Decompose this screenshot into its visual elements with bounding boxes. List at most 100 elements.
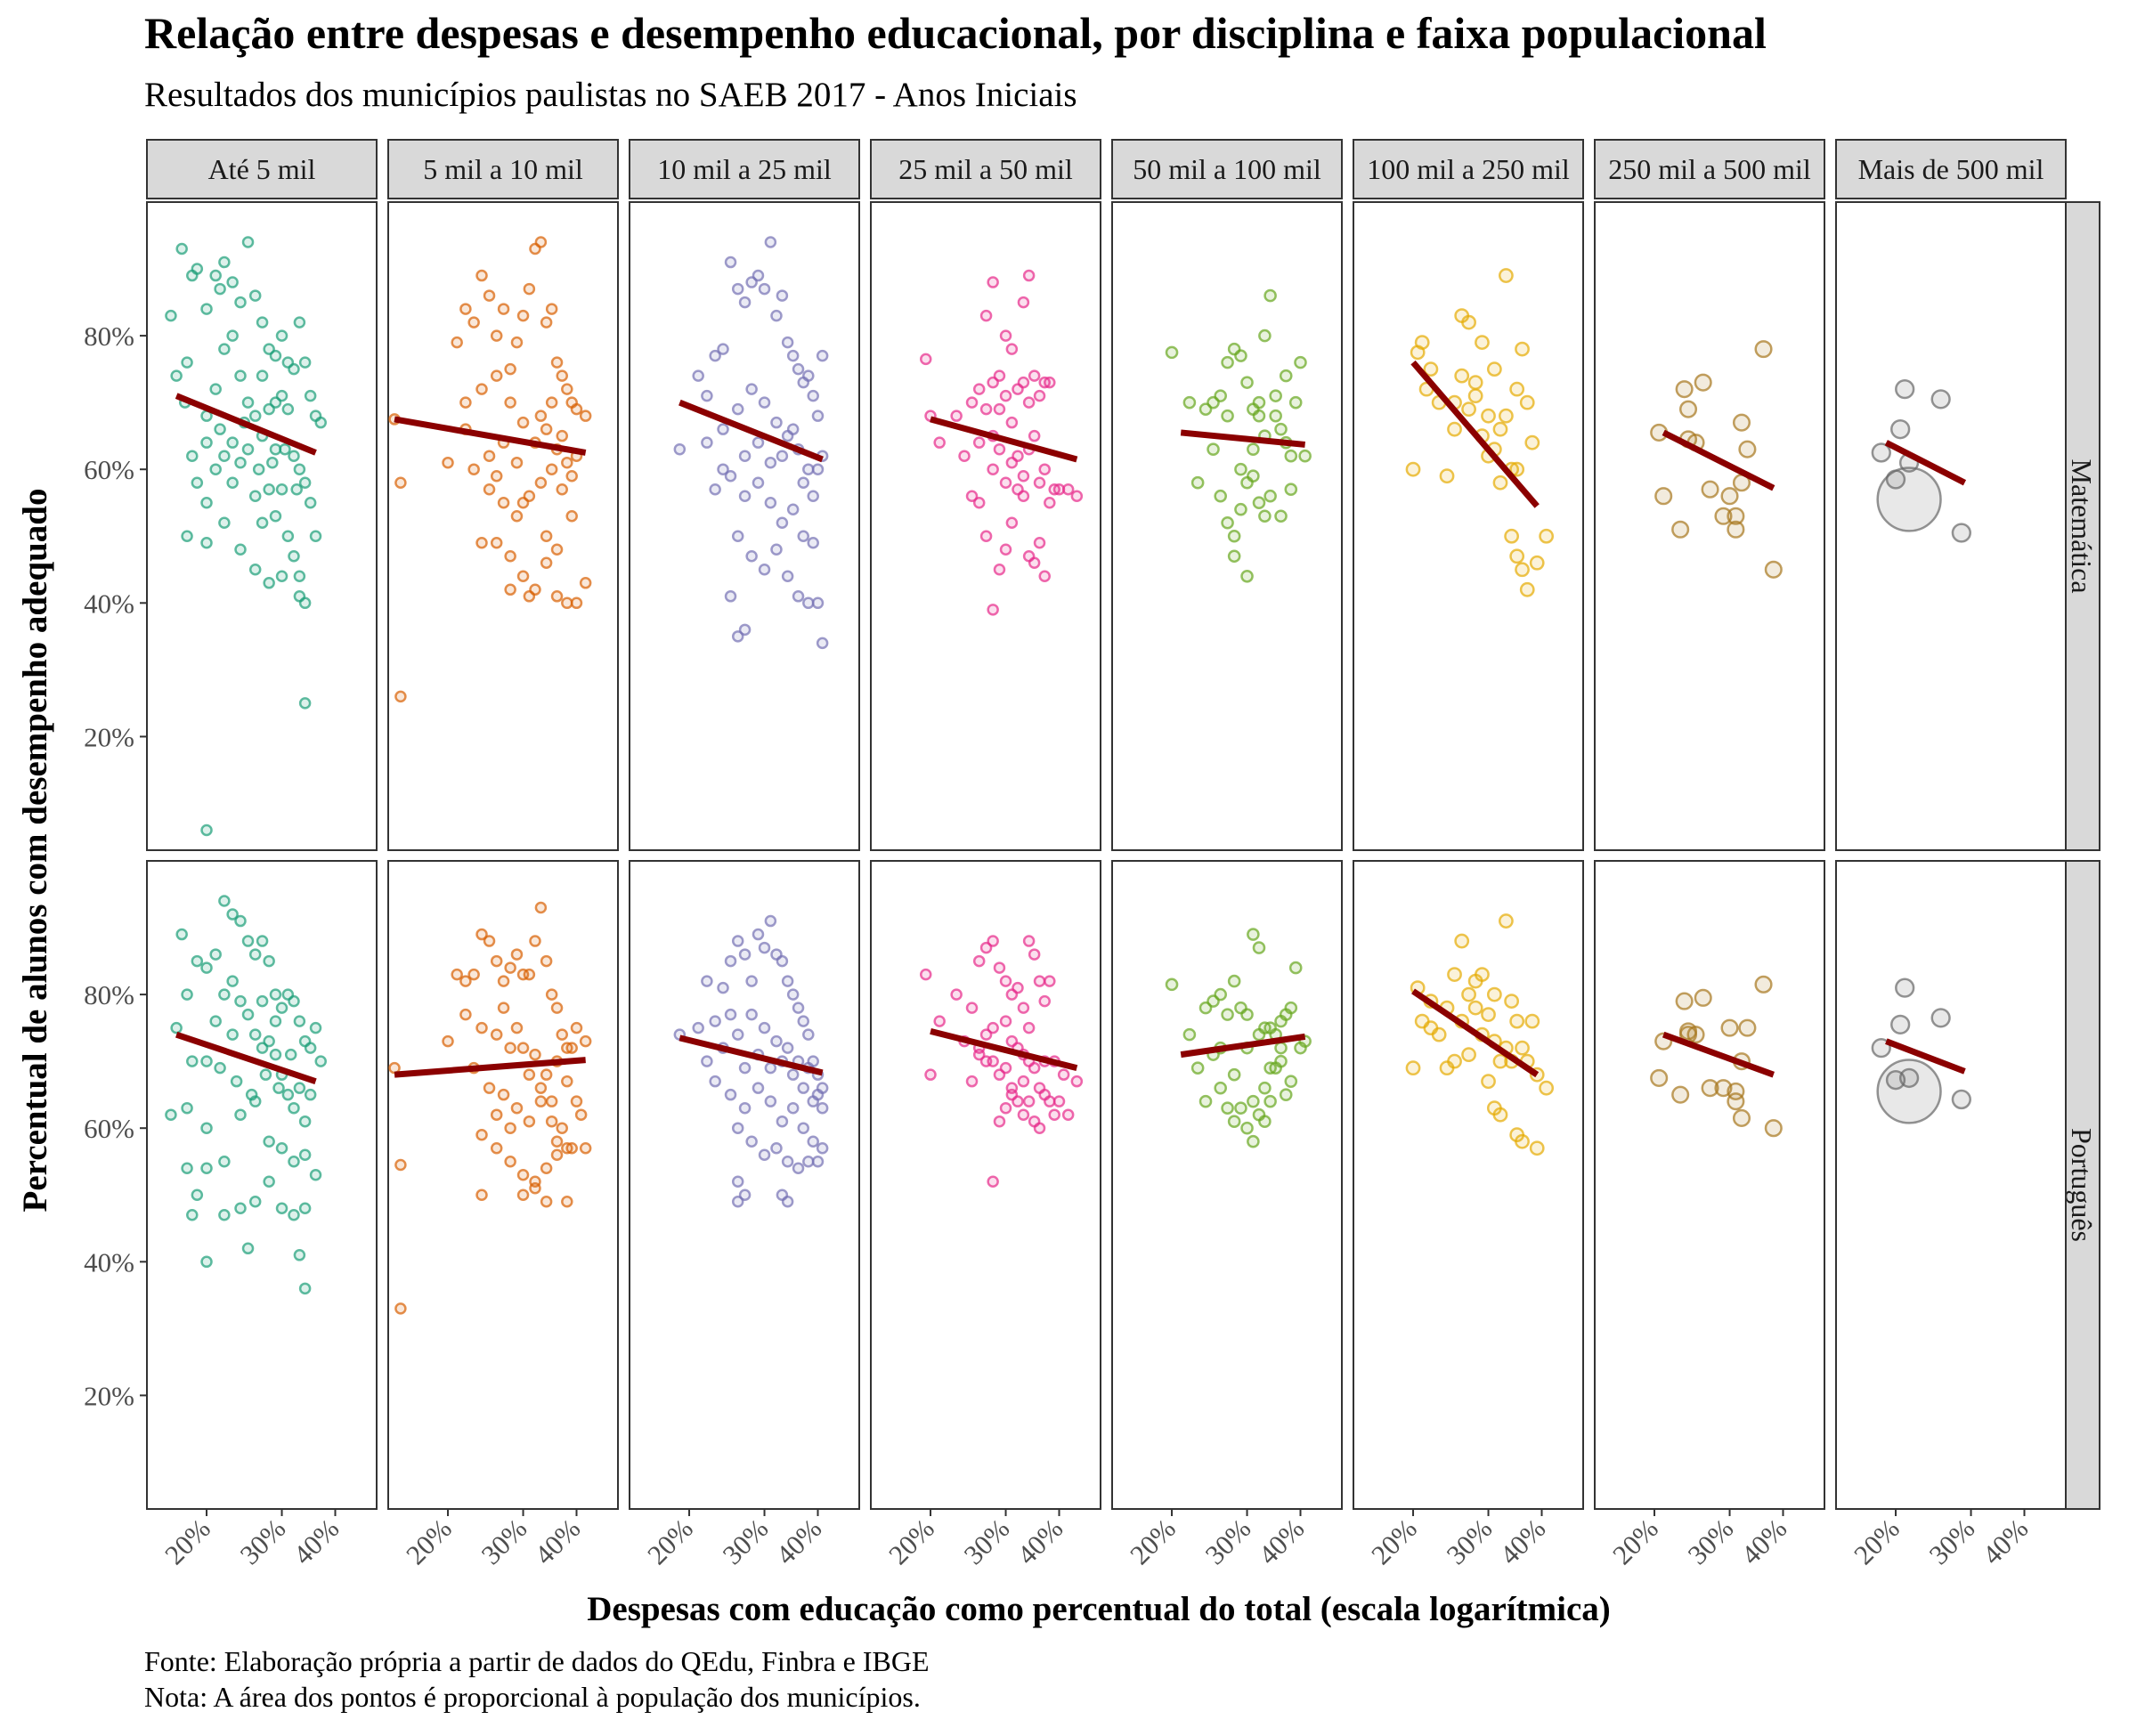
data-point: [281, 1088, 295, 1101]
data-point: [275, 1141, 288, 1155]
data-point: [304, 1088, 317, 1101]
data-point: [752, 436, 765, 449]
data-point: [263, 1175, 275, 1188]
data-point: [556, 429, 568, 442]
data-point: [1486, 361, 1502, 377]
data-point: [1754, 975, 1773, 994]
data-point: [802, 596, 815, 610]
x-tick-label: 40%: [529, 1513, 587, 1570]
data-point: [807, 1135, 819, 1148]
data-point: [556, 1122, 568, 1134]
data-point: [1061, 1108, 1075, 1121]
data-point: [394, 476, 407, 489]
data-point: [275, 329, 288, 342]
panel-frame-portugues-5-mil-a-10-mil: [387, 860, 619, 1510]
row-strip-matematica: [2063, 201, 2100, 851]
data-point: [1044, 376, 1056, 389]
data-point: [1264, 288, 1277, 303]
data-point: [709, 1075, 721, 1088]
data-point: [248, 490, 262, 502]
panel-frame-matematica-100-mil-a-250-mil: [1353, 201, 1584, 851]
data-point: [1671, 520, 1690, 539]
data-point: [523, 282, 536, 296]
x-tick-label: 40%: [1494, 1513, 1552, 1570]
data-point: [1764, 1119, 1783, 1138]
data-point: [979, 530, 993, 543]
data-point: [269, 1048, 282, 1061]
data-point: [701, 975, 713, 987]
data-point: [1890, 1014, 1911, 1035]
data-point: [293, 463, 306, 475]
data-point: [175, 928, 188, 941]
panel-matematica-5-mil-a-10-mil: [388, 236, 592, 703]
data-point: [200, 1055, 213, 1067]
data-point: [692, 1021, 704, 1034]
data-point: [1190, 1061, 1205, 1075]
data-point: [540, 556, 553, 570]
data-point: [1048, 1108, 1060, 1121]
x-tick-label: 20%: [1606, 1513, 1664, 1570]
data-point: [248, 410, 262, 422]
facet-strip-100-mil-a-250-mil: [1353, 139, 1584, 199]
data-point: [1498, 408, 1514, 424]
data-point: [731, 630, 744, 643]
data-point: [475, 928, 488, 941]
data-point: [999, 543, 1012, 556]
data-point: [483, 935, 496, 947]
data-point: [534, 1095, 548, 1107]
data-point: [1519, 581, 1535, 597]
data-point: [214, 1061, 226, 1075]
data-point: [1498, 268, 1514, 283]
data-point: [1890, 419, 1911, 440]
data-point: [1524, 434, 1540, 450]
data-point: [1492, 421, 1508, 437]
data-point: [1284, 449, 1298, 463]
data-point: [1764, 560, 1783, 579]
data-point: [504, 362, 516, 376]
x-tick-label: 40%: [1012, 1513, 1069, 1570]
data-point: [263, 1034, 275, 1048]
data-point: [1274, 1041, 1288, 1055]
data-point: [1221, 1101, 1234, 1115]
data-point: [200, 496, 213, 509]
data-point: [288, 1101, 300, 1115]
data-point: [786, 988, 800, 1001]
data-point: [1269, 389, 1282, 402]
data-point: [745, 975, 758, 987]
facet-strip-label: 25 mil a 50 mil: [898, 153, 1073, 185]
data-point: [497, 303, 510, 315]
data-point: [1247, 1094, 1260, 1108]
panel-frame-matematica-5-mil-a-10-mil: [387, 201, 619, 851]
data-point: [1467, 973, 1483, 989]
data-point: [483, 1082, 496, 1094]
data-point: [1492, 1053, 1508, 1069]
data-point: [483, 289, 496, 302]
data-point: [241, 236, 255, 248]
data-point: [1694, 373, 1712, 392]
data-point: [545, 1115, 558, 1128]
data-point: [1052, 1095, 1066, 1107]
data-point: [701, 1055, 713, 1067]
data-point: [226, 276, 239, 288]
x-tick-label: 40%: [1253, 1513, 1311, 1570]
data-point: [1405, 461, 1421, 477]
facet-strip-10-mil-a-25-mil: [629, 139, 860, 199]
data-point: [1012, 981, 1024, 994]
data-point: [200, 823, 213, 837]
data-point: [1930, 389, 1951, 410]
data-point: [1038, 463, 1051, 475]
data-point: [186, 1209, 199, 1221]
data-point: [919, 353, 932, 366]
data-point: [241, 442, 255, 456]
data-point: [717, 343, 729, 355]
data-point: [218, 988, 231, 1001]
data-point: [1044, 496, 1056, 509]
data-point: [1214, 987, 1228, 1002]
panel-portugues-50-mil-a-100-mil: [1165, 928, 1312, 1148]
data-point: [467, 968, 480, 981]
data-point: [534, 1082, 548, 1094]
data-point: [987, 1175, 999, 1188]
trend-line: [175, 393, 317, 456]
data-point: [550, 1148, 564, 1161]
trend-line: [394, 1057, 586, 1078]
